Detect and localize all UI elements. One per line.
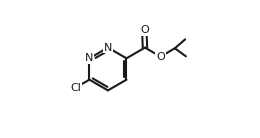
Text: N: N <box>104 43 112 53</box>
Text: O: O <box>140 25 149 35</box>
Text: Cl: Cl <box>70 83 81 93</box>
Text: N: N <box>85 53 94 63</box>
Text: O: O <box>156 52 165 62</box>
